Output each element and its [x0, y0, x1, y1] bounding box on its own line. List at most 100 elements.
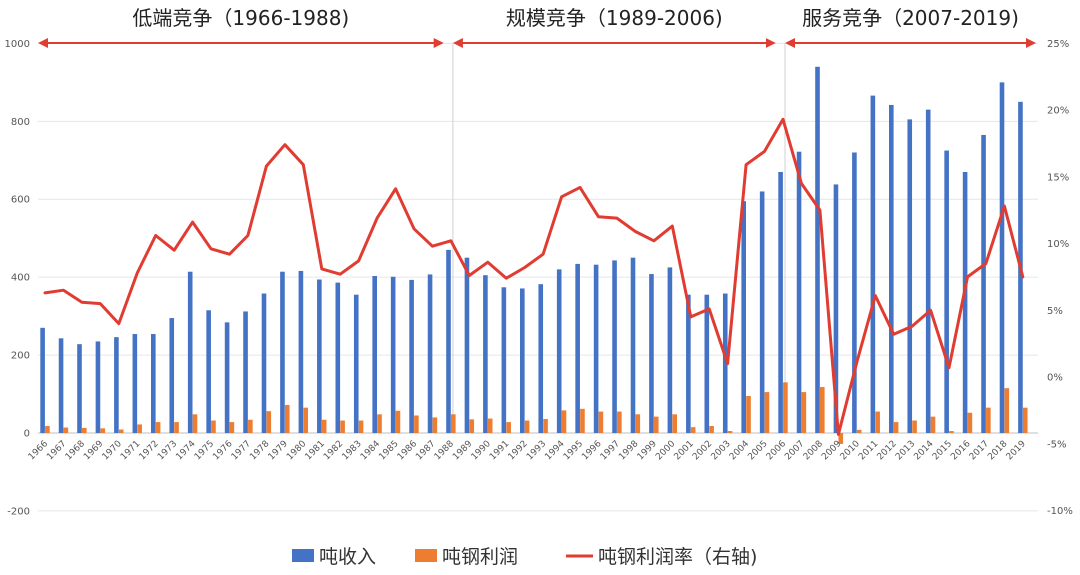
x-tick-label: 1991	[488, 439, 511, 462]
bar-revenue	[520, 288, 525, 433]
left-axis: -200 0 200 400 600 800 1000	[5, 39, 30, 518]
x-tick-label: 1996	[580, 439, 603, 462]
bar-profit	[395, 410, 401, 433]
x-tick-label: 1982	[322, 439, 345, 462]
period-label: 规模竞争（1989-2006)	[506, 6, 723, 30]
bar-revenue	[575, 263, 580, 433]
x-tick-label: 1984	[359, 439, 382, 462]
bar-profit	[414, 415, 419, 433]
bar-profit	[617, 411, 622, 433]
bar-revenue	[464, 257, 470, 433]
y-right-tick-label: -5%	[1047, 439, 1066, 450]
x-tick-label: 1966	[27, 439, 50, 462]
period-annotations: 低端竞争（1966-1988) 规模竞争（1989-2006) 服务竞争（2007-…	[38, 6, 1036, 433]
right-axis: -10% -5% 0% 5% 10% 15% 20% 25%	[1047, 39, 1073, 517]
bar-profit	[118, 429, 124, 433]
bar-profit	[451, 414, 456, 433]
bar-revenue	[612, 260, 617, 433]
bar-profit	[248, 419, 253, 433]
x-tick-label: 2006	[765, 439, 788, 462]
bar-revenue	[483, 275, 488, 433]
y-left-tick-label: 1000	[5, 39, 30, 50]
bar-profit	[211, 420, 216, 433]
bar-profit	[967, 412, 973, 433]
x-tick-label: 1972	[138, 439, 161, 462]
bar-profit	[986, 407, 991, 433]
bar-revenue	[889, 104, 894, 434]
bar-revenue	[907, 119, 913, 433]
x-tick-label: 1973	[156, 439, 179, 462]
x-tick-label: 1987	[414, 439, 437, 462]
bar-profit	[1004, 388, 1010, 433]
y-left-tick-label: 200	[11, 351, 30, 362]
bar-profit	[746, 395, 751, 433]
bar-revenue	[981, 134, 986, 433]
x-tick-label: 1983	[341, 439, 364, 462]
x-tick-label: 2018	[986, 439, 1009, 462]
bar-revenue	[870, 95, 876, 434]
legend-label: 吨钢利润率（右轴)	[598, 546, 757, 568]
bar-revenue	[741, 201, 746, 433]
x-tick-label: 2007	[783, 439, 806, 462]
bar-revenue	[40, 327, 45, 433]
bar-profit	[653, 416, 659, 433]
bar-profit	[358, 420, 364, 433]
bar-profit	[377, 414, 382, 433]
bar-revenue	[390, 276, 396, 433]
y-right-tick-label: -10%	[1047, 506, 1073, 517]
legend-swatch	[292, 549, 314, 562]
bar-revenue	[722, 293, 728, 433]
bar-profit	[100, 428, 106, 433]
bar-revenue	[593, 264, 599, 433]
legend-swatch	[415, 549, 437, 562]
bar-profit	[598, 411, 604, 433]
legend-label: 吨收入	[319, 546, 376, 568]
period-label: 服务竞争（2007-2019)	[802, 6, 1019, 30]
y-left-tick-label: 600	[11, 195, 30, 206]
x-tick-label: 2005	[746, 439, 769, 462]
y-right-tick-label: 5%	[1047, 306, 1063, 317]
bar-profit	[709, 425, 714, 433]
bar-profit	[524, 420, 530, 433]
bar-revenue	[77, 344, 82, 433]
bar-revenue	[224, 322, 230, 433]
x-tick-label: 1980	[285, 439, 308, 462]
bar-revenue	[556, 269, 562, 433]
x-tick-label: 1992	[507, 439, 530, 462]
x-tick-label: 2001	[673, 439, 696, 462]
bar-revenue	[833, 184, 839, 433]
bars	[40, 66, 1028, 444]
bar-revenue	[243, 311, 248, 433]
x-tick-label: 1989	[451, 439, 474, 462]
x-tick-label: 2003	[710, 439, 733, 462]
bar-profit	[690, 427, 696, 433]
x-tick-label: 2015	[931, 439, 954, 462]
bar-profit	[856, 429, 862, 433]
bar-revenue	[501, 287, 507, 433]
bar-revenue	[778, 171, 783, 433]
bar-revenue	[298, 270, 304, 433]
x-tick-label: 2014	[912, 439, 935, 462]
x-tick-label: 1979	[267, 439, 290, 462]
profit-rate-line	[43, 117, 1025, 436]
bar-revenue	[999, 82, 1005, 434]
x-tick-label: 2004	[728, 439, 751, 462]
bar-profit	[321, 419, 327, 433]
x-tick-label: 2013	[894, 439, 917, 462]
bar-profit	[487, 418, 493, 433]
x-tick-label: 1988	[433, 439, 456, 462]
x-tick-label: 2017	[968, 439, 991, 462]
x-tick-label: 1993	[525, 439, 548, 462]
bar-profit	[801, 392, 807, 433]
bar-profit	[432, 417, 438, 433]
bar-revenue	[925, 109, 931, 433]
bar-profit	[303, 407, 308, 433]
profit-rate-series-line	[43, 117, 1025, 436]
bar-profit	[764, 392, 770, 433]
y-left-tick-label: 0	[24, 429, 30, 440]
x-tick-label: 2011	[857, 439, 880, 462]
bar-profit	[912, 420, 917, 433]
bar-revenue	[759, 191, 765, 433]
x-tick-label: 1967	[45, 439, 68, 462]
